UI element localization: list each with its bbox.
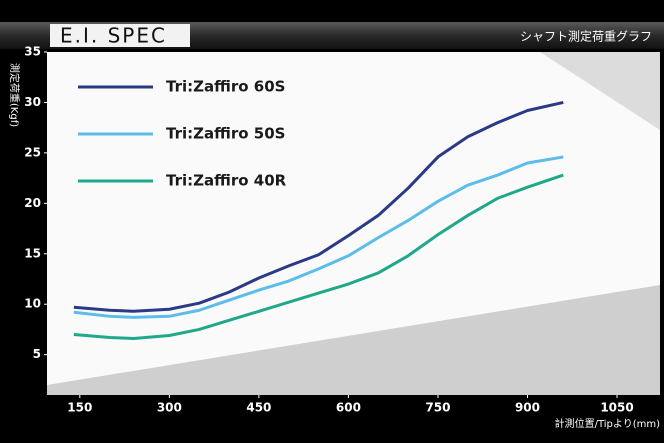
- series-line: [73, 100, 564, 313]
- chart-title: E.I. SPEC: [60, 24, 167, 48]
- y-axis-label: 測定荷重(Kgf): [8, 63, 21, 127]
- y-tick-label: 35: [24, 45, 41, 59]
- y-tick-label: 20: [24, 196, 41, 210]
- x-tick-label: 900: [515, 401, 540, 415]
- series-line: [73, 173, 564, 341]
- legend-label: Tri:Zaffiro 40R: [166, 172, 287, 190]
- series-line: [73, 155, 564, 319]
- y-tick-label: 5: [33, 347, 41, 361]
- y-tick-label: 25: [24, 145, 41, 159]
- y-tick-label: 10: [24, 297, 41, 311]
- x-tick-label: 750: [425, 401, 450, 415]
- x-tick-label: 600: [336, 401, 361, 415]
- title-box: [50, 24, 190, 47]
- legend-label: Tri:Zaffiro 60S: [166, 78, 285, 96]
- chart-subtitle: シャフト測定荷重グラフ: [520, 29, 652, 44]
- y-tick-label: 15: [24, 246, 41, 260]
- x-tick-label: 300: [157, 401, 182, 415]
- x-axis-label: 計測位置/Tipより(mm): [555, 417, 660, 430]
- x-tick-label: 150: [67, 401, 92, 415]
- legend-label: Tri:Zaffiro 50S: [166, 125, 285, 143]
- plot-wedge: [540, 52, 660, 130]
- x-tick-label: 1050: [600, 401, 633, 415]
- y-tick-label: 30: [24, 95, 41, 109]
- x-tick-label: 450: [246, 401, 271, 415]
